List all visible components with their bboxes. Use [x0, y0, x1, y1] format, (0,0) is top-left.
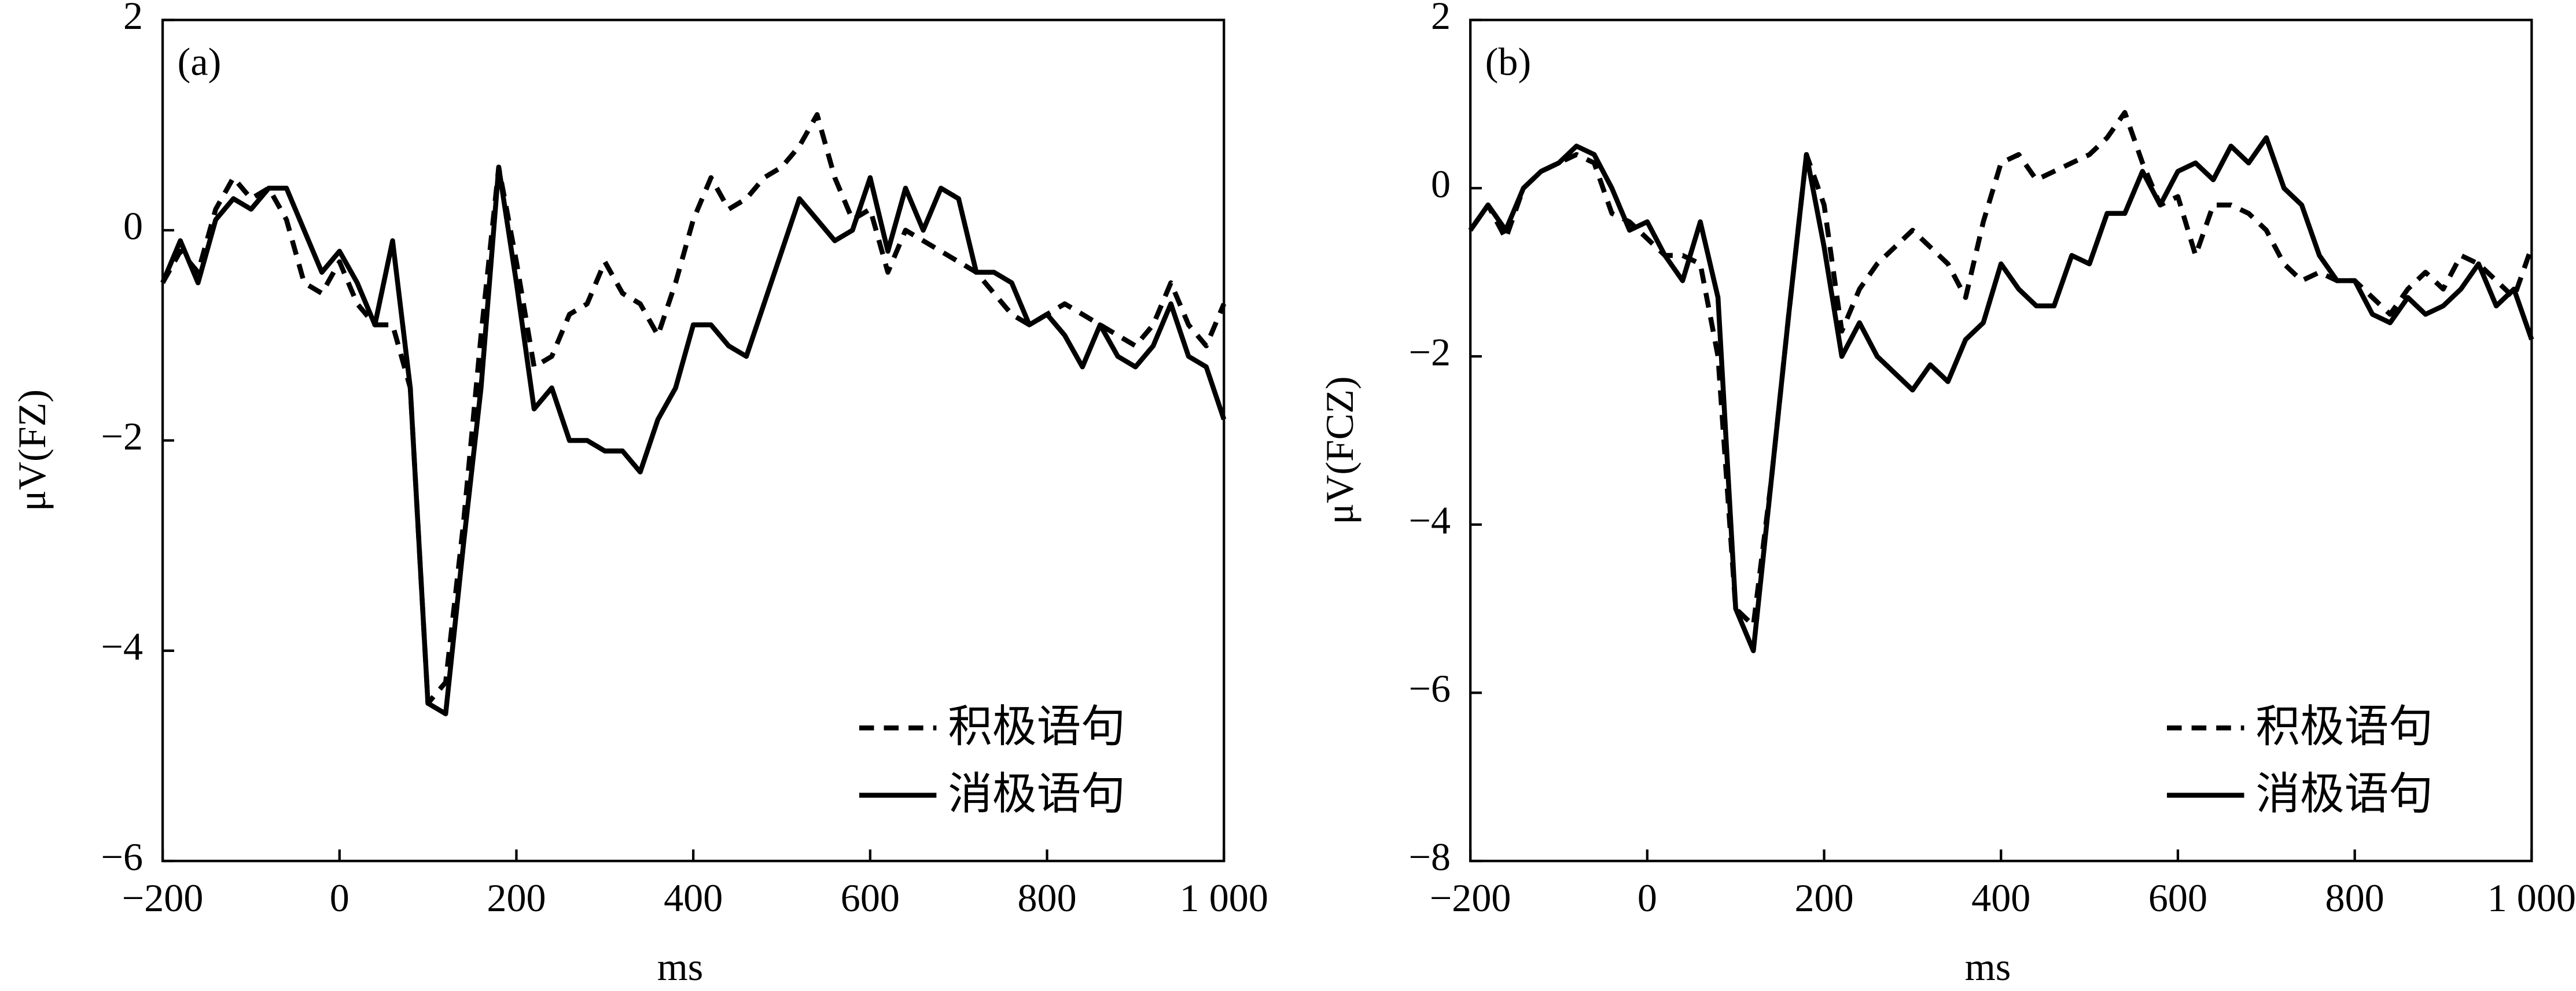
data-line: [1468, 110, 2534, 628]
x-tick-label: 0: [330, 876, 349, 920]
y-tick-label: −4: [101, 624, 143, 668]
x-tick-label: 800: [2325, 876, 2384, 920]
x-tick-label: −200: [122, 876, 204, 920]
x-axis-label: ms: [657, 945, 704, 989]
x-tick-label: 1 000: [2487, 876, 2576, 920]
data-line: [1468, 135, 2534, 654]
y-tick-label: −6: [101, 835, 143, 879]
panel-label: (b): [1485, 40, 1531, 84]
y-tick-label: 2: [123, 0, 143, 38]
data-line: [160, 112, 1227, 706]
y-tick-label: −6: [1409, 666, 1451, 710]
y-tick-label: 0: [1431, 162, 1451, 206]
y-tick-label: 0: [123, 204, 143, 248]
legend-label: 积极语句: [2255, 701, 2433, 753]
x-axis-label: ms: [1965, 945, 2011, 989]
x-tick-label: 1 000: [1180, 876, 1268, 920]
x-tick-label: 800: [1017, 876, 1076, 920]
x-tick-label: −200: [1430, 876, 1511, 920]
legend-label: 消极语句: [2255, 768, 2433, 820]
y-axis-label: μV(FCZ): [1318, 376, 1361, 524]
x-tick-label: 400: [1971, 876, 2030, 920]
x-tick-label: 200: [487, 876, 546, 920]
x-tick-label: 400: [664, 876, 723, 920]
x-tick-label: 600: [841, 876, 900, 920]
y-tick-label: −2: [1409, 330, 1451, 374]
legend-label: 消极语句: [948, 768, 1125, 820]
y-tick-label: −2: [101, 414, 143, 458]
y-tick-label: 2: [1431, 0, 1451, 38]
x-tick-label: 0: [1637, 876, 1657, 920]
panel-label: (a): [178, 40, 222, 84]
y-tick-label: −8: [1409, 835, 1451, 879]
y-axis-label: μV(FZ): [10, 389, 54, 511]
x-tick-label: 200: [1794, 876, 1853, 920]
legend-label: 积极语句: [948, 701, 1125, 753]
x-tick-label: 600: [2148, 876, 2207, 920]
data-line: [160, 164, 1227, 717]
y-tick-label: −4: [1409, 498, 1451, 542]
